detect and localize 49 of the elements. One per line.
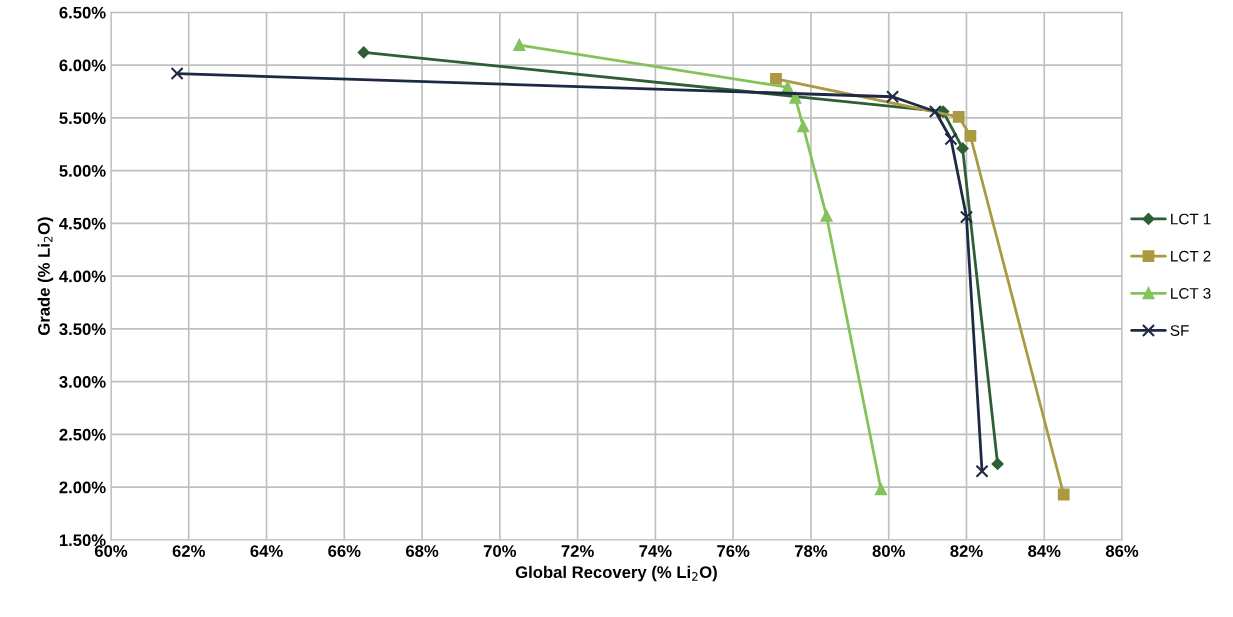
point — [513, 39, 526, 51]
x-tick-label: 70% — [483, 545, 517, 557]
y-tick-label: 5.00% — [59, 165, 106, 177]
point — [770, 72, 782, 85]
point — [875, 483, 887, 496]
point — [797, 120, 810, 133]
x-tick-label: 74% — [639, 545, 672, 557]
y-tick-label: 6.50% — [59, 6, 106, 19]
x-tick-label: 68% — [406, 545, 439, 557]
point — [820, 210, 833, 222]
x-axis-title: Global Recovery (% Li$_{2}$O) — [515, 565, 717, 582]
point — [928, 104, 942, 119]
y-tick-label: 2.00% — [59, 481, 106, 494]
y-tick-label: 2.50% — [59, 428, 106, 441]
legend-label: SF — [1170, 325, 1189, 336]
point — [975, 464, 989, 478]
x-tick-label: 64% — [250, 545, 283, 557]
point — [991, 457, 1004, 470]
x-tick-label: 60% — [94, 545, 128, 557]
legend-label: LCT 2 — [1171, 250, 1211, 262]
y-tick-label: 4.00% — [59, 270, 106, 283]
x-tick-label: 80% — [872, 545, 905, 557]
y-tick-label: 1.50% — [59, 534, 106, 547]
y-tick-label: 3.50% — [59, 323, 106, 336]
x-tick-label: 72% — [561, 545, 594, 557]
x-tick-label: 76% — [717, 545, 750, 557]
y-tick-label: 4.50% — [59, 217, 106, 230]
x-tick-label: 82% — [950, 545, 983, 557]
point — [886, 90, 900, 104]
y-tick-label: 5.50% — [59, 112, 106, 125]
x-tick-label: 84% — [1028, 545, 1061, 557]
point — [952, 110, 965, 123]
point — [1057, 488, 1070, 501]
legend-label: LCT 1 — [1171, 213, 1211, 225]
point — [956, 142, 969, 155]
x-tick-label: 62% — [172, 545, 205, 557]
point — [170, 66, 184, 81]
x-tick-label: 86% — [1105, 545, 1139, 557]
y-tick-label: 3.00% — [59, 376, 106, 388]
x-tick-label: 66% — [328, 545, 361, 557]
point — [357, 46, 370, 59]
y-axis-title: Grade (% Li$_{2}$O) — [37, 217, 54, 336]
point — [959, 210, 974, 224]
point — [944, 132, 958, 146]
legend-label: LCT 3 — [1171, 287, 1211, 299]
x-tick-label: 78% — [794, 545, 828, 557]
y-tick-label: 6.00% — [59, 59, 106, 72]
point — [789, 91, 802, 104]
point — [964, 129, 977, 142]
